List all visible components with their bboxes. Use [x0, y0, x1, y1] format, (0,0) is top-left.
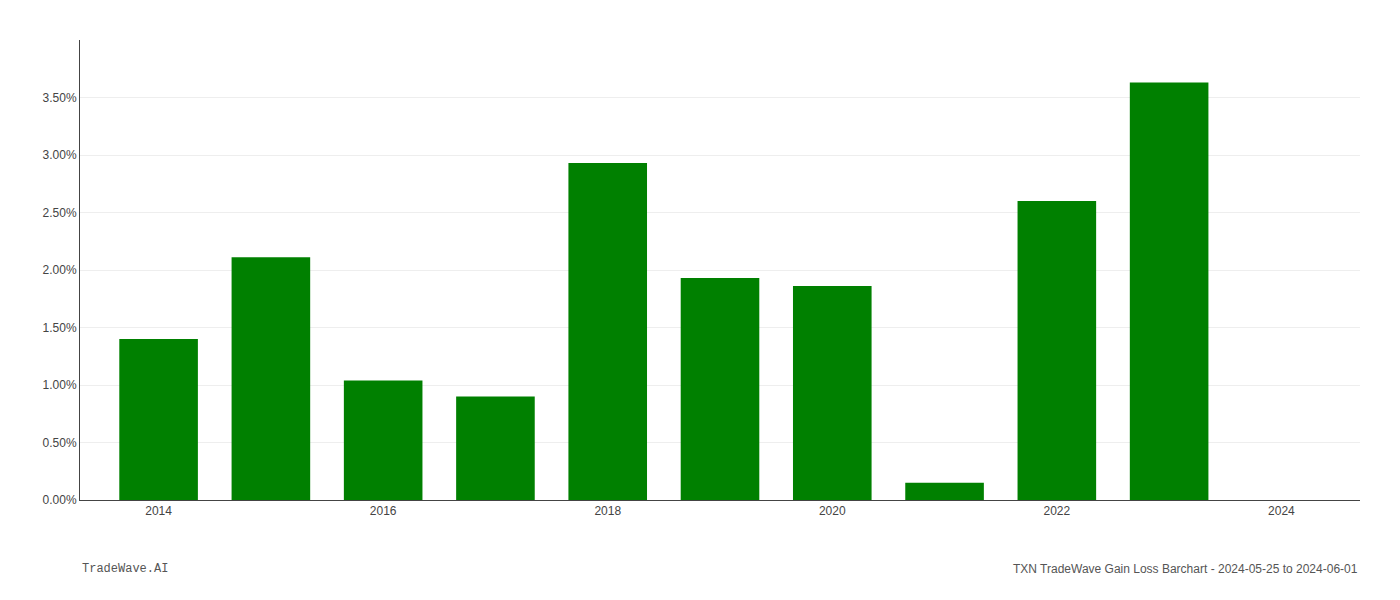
svg-text:2016: 2016	[370, 504, 397, 518]
svg-text:1.50%: 1.50%	[43, 321, 77, 335]
svg-text:0.00%: 0.00%	[43, 493, 77, 507]
svg-text:2022: 2022	[1043, 504, 1070, 518]
svg-text:2024: 2024	[1268, 504, 1295, 518]
svg-text:3.50%: 3.50%	[43, 91, 77, 105]
svg-text:2014: 2014	[145, 504, 172, 518]
svg-text:2.50%: 2.50%	[43, 206, 77, 220]
svg-text:TXN TradeWave Gain Loss Barcha: TXN TradeWave Gain Loss Barchart - 2024-…	[1013, 562, 1358, 576]
svg-text:2018: 2018	[594, 504, 621, 518]
svg-text:2020: 2020	[819, 504, 846, 518]
svg-text:3.00%: 3.00%	[43, 148, 77, 162]
svg-text:2.00%: 2.00%	[43, 263, 77, 277]
svg-text:TradeWave.AI: TradeWave.AI	[82, 562, 168, 576]
svg-text:0.50%: 0.50%	[43, 436, 77, 450]
svg-text:1.00%: 1.00%	[43, 378, 77, 392]
